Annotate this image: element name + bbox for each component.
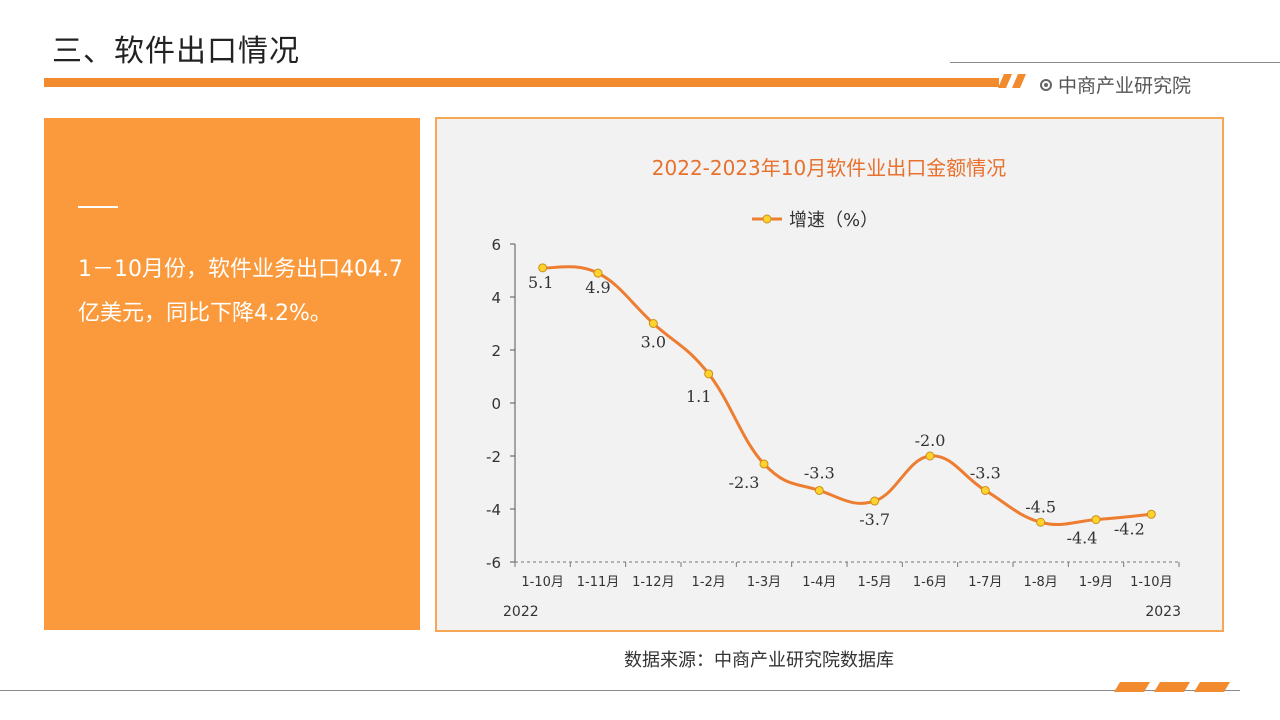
y-tick-label: 4 (491, 289, 501, 307)
y-tick-label: -4 (486, 501, 501, 519)
data-label: -2.3 (729, 473, 760, 492)
x-tick-label: 1-10月 (1130, 575, 1173, 590)
footer-divider (0, 690, 1240, 691)
data-point (1146, 509, 1156, 519)
chart-title: 2022-2023年10月软件业出口金额情况 (652, 156, 1006, 180)
x-tick-label: 1-4月 (802, 575, 836, 590)
panel-dash-line (78, 206, 118, 208)
data-label: 1.1 (686, 387, 711, 406)
data-point (593, 268, 603, 278)
year-label-start: 2022 (503, 604, 539, 620)
y-tick-label: 2 (491, 342, 501, 360)
x-tick-label: 1-8月 (1024, 575, 1058, 590)
x-tick-label: 1-12月 (632, 575, 675, 590)
brand-circle-icon (1040, 78, 1052, 91)
data-source: 数据来源：中商产业研究院数据库 (624, 650, 894, 671)
chart-legend: 增速（%） (752, 210, 878, 231)
data-point (538, 263, 548, 273)
title-underline-bar (44, 78, 999, 87)
data-label: 4.9 (585, 278, 610, 297)
chart-axes: 6 4 2 0 -2 -4 -6 1-10月 1-11月 1-12月 1-2月 1-3月 1-4月 1-5… (486, 236, 1181, 620)
data-point (980, 485, 990, 495)
x-tick-label: 1-10月 (521, 575, 564, 590)
data-point (1036, 517, 1046, 527)
data-label: -3.3 (804, 463, 835, 482)
page-title: 三、软件出口情况 (52, 34, 300, 69)
data-point (1091, 515, 1101, 525)
y-tick-label: 0 (491, 395, 501, 413)
brand-logo: 中商产业研究院 (1040, 71, 1191, 98)
line-chart: 2022-2023年10月软件业出口金额情况 增速（%） 6 4 2 0 -2 -4 -6 1… (486, 156, 1181, 620)
summary-text: 1－10月份，软件业务出口404.7亿美元，同比下降4.2%。 (78, 257, 403, 326)
legend-label: 增速（%） (789, 210, 878, 231)
data-label: -4.5 (1025, 497, 1056, 516)
summary-panel: 1－10月份，软件业务出口404.7亿美元，同比下降4.2%。 (44, 118, 420, 630)
x-tick-label: 1-11月 (577, 575, 620, 590)
x-tick-label: 1-6月 (913, 575, 947, 590)
data-label: -3.3 (970, 463, 1001, 482)
x-tick-label: 1-9月 (1079, 575, 1113, 590)
x-tick-label: 1-2月 (692, 575, 726, 590)
line-chart-container: 2022-2023年10月软件业出口金额情况 增速（%） 6 4 2 0 -2 -4 -6 1… (435, 117, 1224, 632)
y-tick-label: -2 (486, 448, 501, 466)
x-tick-label: 1-7月 (968, 575, 1002, 590)
data-point (870, 496, 880, 506)
data-point (925, 451, 935, 461)
data-point (759, 459, 769, 469)
data-label: 3.0 (641, 333, 666, 352)
year-label-end: 2023 (1145, 604, 1181, 620)
slash-decoration-icon (998, 74, 1026, 88)
footer-stripes-decoration (1114, 682, 1230, 692)
data-point (814, 485, 824, 495)
data-label: -2.0 (915, 431, 946, 450)
data-label: 5.1 (528, 273, 553, 292)
header-divider (950, 62, 1280, 63)
data-point (648, 319, 658, 328)
data-label: -4.2 (1114, 519, 1145, 538)
y-tick-label: 6 (491, 236, 501, 254)
series-line (542, 265, 1152, 527)
data-point (704, 369, 714, 379)
brand-name: 中商产业研究院 (1058, 75, 1192, 97)
x-tick-label: 1-3月 (747, 575, 781, 590)
data-label: -3.7 (859, 510, 890, 529)
data-label: -4.4 (1067, 529, 1098, 548)
x-tick-label: 1-5月 (858, 575, 892, 590)
y-tick-label: -6 (486, 554, 501, 572)
